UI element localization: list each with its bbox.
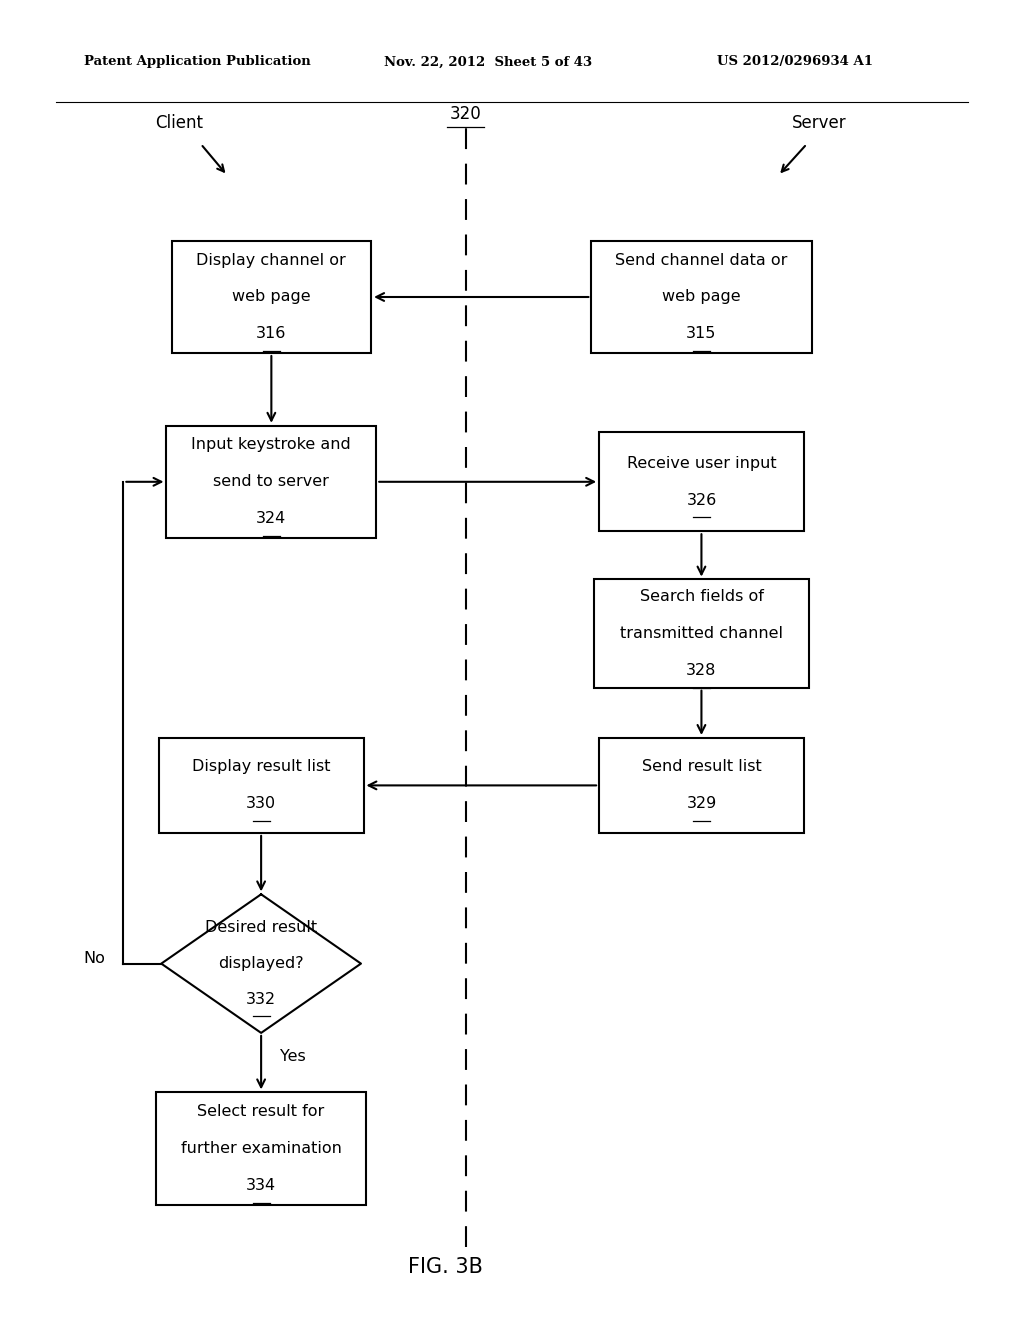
Bar <box>594 579 809 688</box>
Text: Client: Client <box>156 114 203 132</box>
Text: Desired result: Desired result <box>205 920 317 936</box>
Text: Yes: Yes <box>280 1048 305 1064</box>
Text: FIG. 3B: FIG. 3B <box>408 1257 483 1278</box>
Text: Send channel data or: Send channel data or <box>615 252 787 268</box>
Text: No: No <box>83 950 105 966</box>
Text: 326: 326 <box>686 492 717 508</box>
Text: 330: 330 <box>246 796 276 812</box>
Text: 320: 320 <box>450 104 482 123</box>
Text: Display channel or: Display channel or <box>197 252 346 268</box>
Text: 324: 324 <box>256 511 287 527</box>
Bar <box>599 738 804 833</box>
Bar <box>172 240 372 352</box>
Text: Select result for: Select result for <box>198 1104 325 1119</box>
Text: Patent Application Publication: Patent Application Publication <box>84 55 310 69</box>
Text: displayed?: displayed? <box>218 956 304 972</box>
Text: Server: Server <box>792 114 847 132</box>
Text: 329: 329 <box>686 796 717 812</box>
Bar <box>159 738 364 833</box>
Bar <box>157 1093 367 1204</box>
Text: Input keystroke and: Input keystroke and <box>191 437 351 453</box>
Text: transmitted channel: transmitted channel <box>620 626 783 642</box>
Text: Nov. 22, 2012  Sheet 5 of 43: Nov. 22, 2012 Sheet 5 of 43 <box>384 55 592 69</box>
Text: further examination: further examination <box>180 1140 342 1156</box>
Text: 316: 316 <box>256 326 287 342</box>
Text: Search fields of: Search fields of <box>640 589 763 605</box>
Bar <box>592 240 811 352</box>
Text: web page: web page <box>232 289 310 305</box>
Text: 328: 328 <box>686 663 717 678</box>
Text: 334: 334 <box>246 1177 276 1193</box>
Text: 332: 332 <box>246 991 276 1007</box>
Bar <box>167 425 377 539</box>
Text: Display result list: Display result list <box>191 759 331 775</box>
Text: web page: web page <box>663 289 740 305</box>
Bar <box>599 433 804 531</box>
Text: Receive user input: Receive user input <box>627 455 776 471</box>
Text: US 2012/0296934 A1: US 2012/0296934 A1 <box>717 55 872 69</box>
Text: 315: 315 <box>686 326 717 342</box>
Text: Send result list: Send result list <box>642 759 761 775</box>
Text: send to server: send to server <box>213 474 330 490</box>
